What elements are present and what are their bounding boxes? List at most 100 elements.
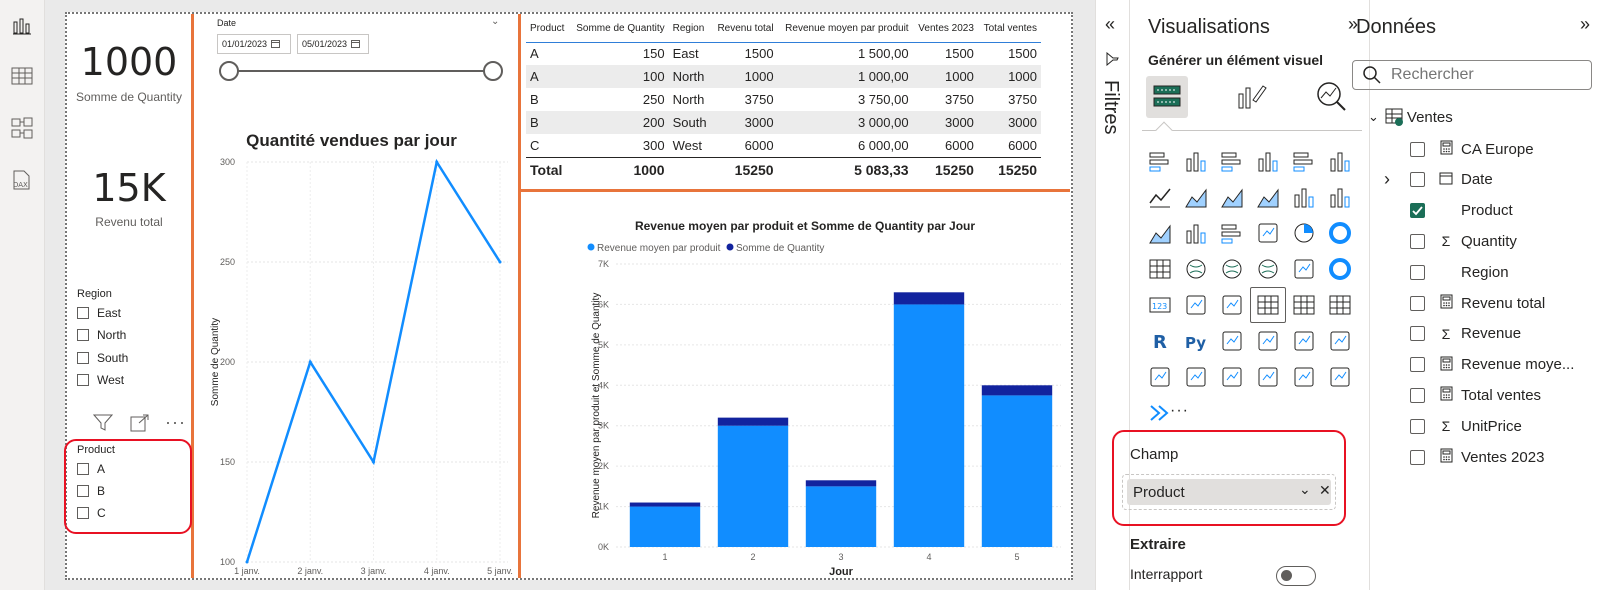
power-automate-icon[interactable] [1250,359,1286,395]
chevron-down-icon[interactable]: ⌄ [1368,109,1379,124]
collapse-filters-icon[interactable]: « [1105,14,1116,34]
line-point[interactable] [245,560,249,564]
r-visual-icon[interactable]: R [1142,323,1178,359]
field-item[interactable]: Σ UnitPrice [1388,414,1522,438]
card-icon[interactable]: 123 [1142,287,1178,323]
product-option-a[interactable]: A [77,462,105,476]
waterfall-icon[interactable] [1178,215,1214,251]
line-column-icon[interactable] [1286,179,1322,215]
collapse-data-pane-icon[interactable]: » [1580,14,1591,34]
100-column-icon[interactable] [1322,143,1358,179]
product-option-c[interactable]: C [77,506,106,520]
bar-segment[interactable] [629,506,701,547]
100-area-icon[interactable] [1250,179,1286,215]
field-item[interactable]: Region [1388,260,1509,284]
treemap-icon[interactable] [1142,251,1178,287]
custom-visual-icon[interactable] [1322,359,1358,395]
filter-icon[interactable] [92,414,114,437]
column-header[interactable]: Somme de Quantity [569,16,669,43]
funnel-icon[interactable] [1214,215,1250,251]
bar-segment[interactable] [981,385,1053,396]
date-end-input[interactable]: 05/01/2023 [297,34,369,54]
metrics-icon[interactable] [1142,359,1178,395]
field-checkbox[interactable] [1410,387,1425,403]
bar-segment[interactable] [805,486,877,547]
date-range-end-handle[interactable] [483,61,503,81]
checkbox[interactable] [77,329,89,341]
format-visual-icon[interactable] [1235,80,1267,117]
build-visual-tab[interactable] [1146,76,1188,118]
azure-map-icon[interactable] [1286,251,1322,287]
bar-segment[interactable] [893,292,965,305]
field-checkbox[interactable] [1410,203,1425,219]
scatter-icon[interactable] [1250,215,1286,251]
field-item[interactable]: Total ventes [1388,383,1541,407]
field-well-dropzone[interactable]: Product ⌄ ✕ [1122,474,1336,510]
area-chart-icon[interactable] [1178,179,1214,215]
field-checkbox[interactable] [1410,326,1425,342]
ribbon-chart-icon[interactable] [1142,215,1178,251]
date-start-input[interactable]: 01/01/2023 [217,34,291,54]
calendar-icon[interactable] [351,40,361,48]
field-chip[interactable]: Product ⌄ ✕ [1127,479,1331,505]
table-view-icon[interactable] [8,62,36,90]
bar-segment[interactable] [805,480,877,487]
line-point[interactable] [435,160,439,164]
bar-segment[interactable] [629,502,701,507]
field-checkbox[interactable] [1410,418,1425,434]
search-box[interactable] [1352,60,1592,90]
python-visual-icon[interactable]: Py [1178,323,1214,359]
decomposition-tree-icon[interactable] [1250,323,1286,359]
model-view-icon[interactable] [8,114,36,142]
checkbox[interactable] [77,307,89,319]
chevron-right-icon[interactable]: › [1384,169,1390,190]
product-option-b[interactable]: B [77,484,105,498]
filters-label[interactable]: Filtres [1100,80,1122,135]
field-checkbox[interactable] [1410,172,1425,188]
100-bar-icon[interactable] [1286,143,1322,179]
field-item[interactable]: Revenu total [1388,291,1545,315]
region-option-south[interactable]: South [77,351,128,365]
more-options-icon[interactable]: ··· [165,412,186,432]
focus-mode-icon[interactable] [130,414,150,437]
line-clustered-column-icon[interactable] [1322,179,1358,215]
checkbox[interactable] [77,463,89,475]
field-checkbox[interactable] [1410,141,1425,157]
narrative-icon[interactable] [1322,323,1358,359]
region-option-east[interactable]: East [77,306,121,320]
table-ventes[interactable]: ⌄ Ventes [1368,108,1453,126]
legend-label[interactable]: Somme de Quantity [736,243,824,254]
region-option-west[interactable]: West [77,373,124,387]
slicer-icon[interactable] [1250,287,1286,323]
more-visuals-icon[interactable]: ··· [1170,402,1189,419]
bar-segment[interactable] [893,304,965,547]
analytics-icon[interactable] [1315,80,1347,117]
checkbox[interactable] [77,352,89,364]
clustered-bar-icon[interactable] [1214,143,1250,179]
column-header[interactable]: Ventes 2023 [912,16,978,43]
bar-chart[interactable]: Revenue moyen par produit et Somme de Qu… [521,194,1071,578]
shape-map-icon[interactable] [1250,251,1286,287]
date-range-start-handle[interactable] [219,61,239,81]
column-header[interactable]: Total ventes [977,16,1041,43]
field-item[interactable]: Σ Quantity [1388,229,1517,253]
field-checkbox[interactable] [1410,449,1425,465]
field-item[interactable]: Σ Revenue [1388,322,1521,346]
expand-pane-icon[interactable]: » [1348,14,1359,34]
checkbox[interactable] [77,507,89,519]
field-item[interactable]: Revenue moye... [1388,353,1574,377]
line-point[interactable] [308,360,312,364]
clustered-column-icon[interactable] [1250,143,1286,179]
qa-icon[interactable] [1286,323,1322,359]
multi-row-card-icon[interactable] [1178,287,1214,323]
bar-segment[interactable] [717,417,789,426]
chevron-down-icon[interactable]: ⌄ [491,16,500,27]
bar-segment[interactable] [981,395,1053,547]
column-header[interactable]: Region [668,16,712,43]
column-header[interactable]: Revenue moyen par produit [777,16,913,43]
table-icon[interactable] [1286,287,1322,323]
donut-icon[interactable] [1322,215,1358,251]
line-point[interactable] [372,460,375,464]
legend-label[interactable]: Revenue moyen par produit [597,243,721,254]
line-chart[interactable]: Quantité vendues par jour Somme de Quanti… [195,114,518,578]
